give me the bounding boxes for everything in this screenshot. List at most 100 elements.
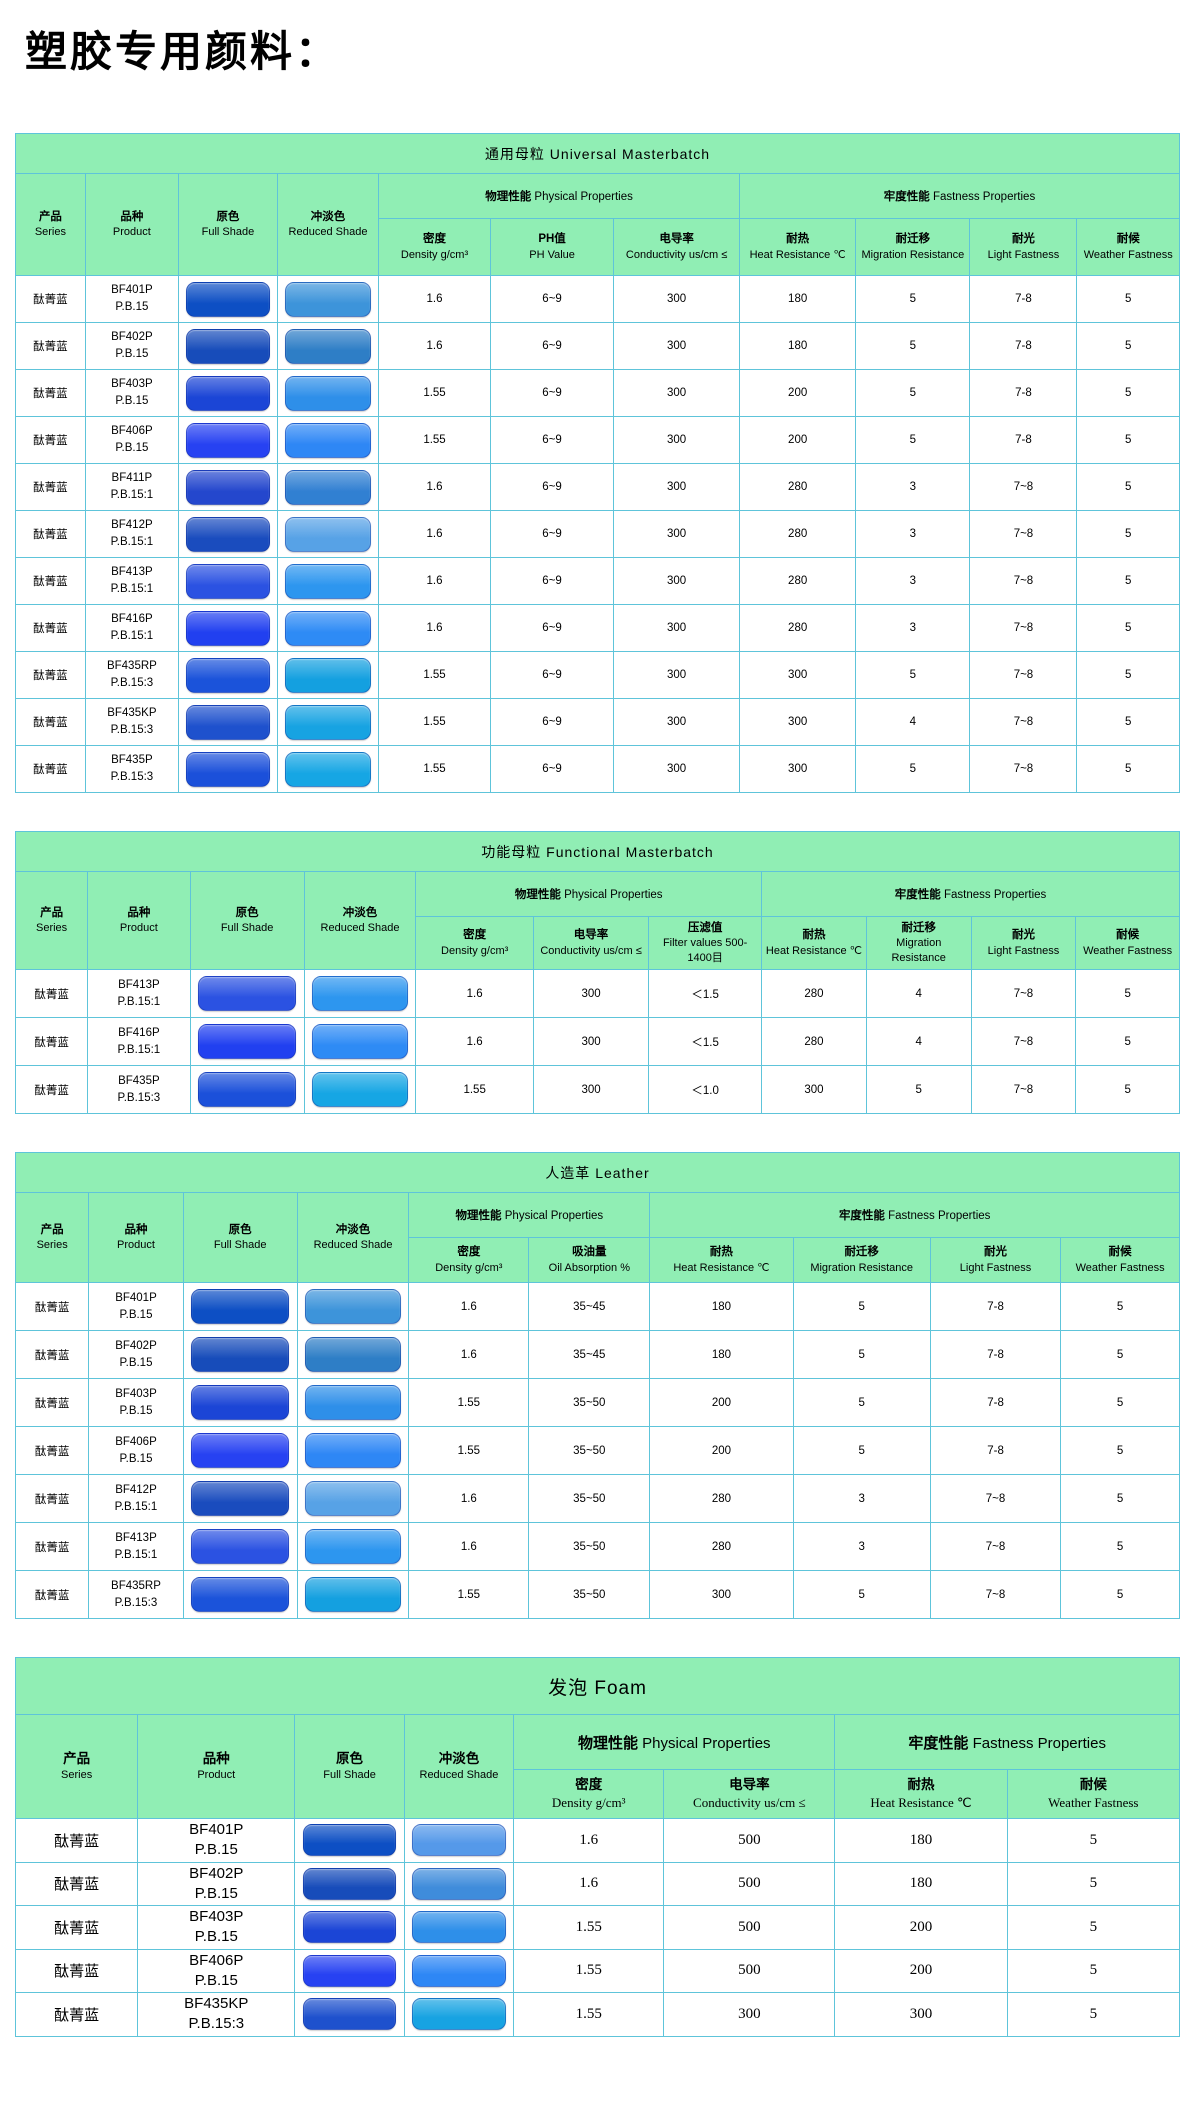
cell-value: 1.55 — [408, 1426, 530, 1475]
header-label-en: Full Shade — [220, 922, 274, 935]
product-color-index: P.B.15:1 — [110, 583, 154, 595]
full-shade-swatch — [198, 976, 297, 1011]
header-label-cn: 耐光 — [1011, 233, 1035, 246]
cell-value: 300 — [613, 369, 740, 417]
full-shade-swatch — [185, 657, 271, 693]
cell-value: 4 — [865, 1017, 972, 1066]
cell-value: 280 — [738, 510, 857, 558]
cell-product: BF402P P.B.15 — [88, 1330, 184, 1379]
cell-value: 180 — [649, 1282, 794, 1331]
cell-value: 1.6 — [415, 1017, 534, 1066]
header-label-en: Conductivity us/cm ≤ — [625, 248, 728, 261]
cell-value: 200 — [834, 1905, 1008, 1950]
cell-series: 酞菁蓝 — [14, 1474, 90, 1523]
reduced-shade-swatch — [284, 328, 372, 364]
cell-value: 1.55 — [513, 1948, 665, 1993]
product-name: BF403P — [111, 378, 153, 391]
cell-product: BF416P P.B.15:1 — [84, 604, 179, 652]
cell-value: 6~9 — [489, 651, 615, 699]
table-row: 酞菁蓝 BF402P P.B.15 1.6 6~9 300 180 5 7-8 5 — [15, 322, 1180, 370]
cell-value: 200 — [738, 416, 857, 464]
cell-value: 7~8 — [970, 1017, 1077, 1066]
cell-value: 5 — [1006, 1818, 1181, 1863]
table-row: 酞菁蓝 BF416P P.B.15:1 1.6 300 ＜1.5 280 4 7~8 5 — [14, 1017, 1180, 1066]
header-label-en: Heat Resistance ℃ — [749, 248, 846, 261]
col-header-full-shade: 原色 Full Shade — [189, 871, 305, 970]
sub-header: 耐光 Light Fastness — [929, 1237, 1062, 1283]
cell-value: 180 — [834, 1861, 1008, 1906]
cell-value: 1.6 — [408, 1474, 530, 1523]
cell-value: 7~8 — [969, 604, 1078, 652]
cell-reduced-shade — [296, 1282, 410, 1331]
cell-product: BF435RP P.B.15:3 — [84, 651, 179, 699]
table-title-foam: 发泡 Foam — [15, 1657, 1180, 1715]
cell-value: 200 — [649, 1426, 794, 1475]
product-color-index: P.B.15:1 — [110, 630, 154, 642]
table-row: 酞菁蓝 BF435KP P.B.15:3 1.55 300 300 5 — [14, 1992, 1181, 2037]
product-color-index: P.B.15 — [194, 1928, 238, 1946]
cell-value: 35~45 — [528, 1282, 651, 1331]
header-label-en: Reduced Shade — [313, 1239, 393, 1252]
cell-value: 6~9 — [489, 322, 615, 370]
header-label-cn: 耐候 — [1108, 1246, 1132, 1259]
cell-full-shade — [189, 969, 305, 1018]
sub-header: 耐候 Weather Fastness — [1076, 218, 1180, 276]
header-label-en: Density g/cm³ — [441, 944, 509, 957]
cell-value: 7-8 — [929, 1426, 1062, 1475]
header-label-cn: 密度 — [463, 929, 487, 942]
product-color-index: P.B.15:3 — [110, 724, 154, 736]
product-name: BF403P — [115, 1387, 157, 1400]
group-label-cn: 物理性能 — [485, 191, 532, 203]
table-universal: 通用母粒 Universal Masterbatch 产品 Series 品种 Prod… — [15, 133, 1181, 793]
full-shade-swatch — [191, 1481, 290, 1516]
header-label-en: Product — [119, 922, 158, 935]
cell-reduced-shade — [403, 1905, 515, 1950]
cell-reduced-shade — [296, 1378, 410, 1427]
product-color-index: P.B.15 — [115, 348, 149, 360]
cell-product: BF435P P.B.15:3 — [84, 745, 179, 793]
table-row: 酞菁蓝 BF403P P.B.15 1.55 6~9 300 200 5 7-8 5 — [15, 369, 1180, 417]
product-color-index: P.B.15 — [194, 1971, 238, 1989]
header-label-en: Full Shade — [213, 1239, 267, 1252]
table-leather: 人造革 Leather 产品 Series 品种 Product 原色 Full Shade… — [14, 1152, 1180, 1619]
cell-value: 5 — [855, 369, 971, 417]
cell-reduced-shade — [276, 322, 380, 370]
cell-value: 5 — [1076, 275, 1180, 323]
cell-full-shade — [182, 1282, 298, 1331]
sub-header: 吸油量 Oil Absorption % — [528, 1237, 651, 1283]
header-label-en: Filter values 500-1400目 — [662, 937, 748, 964]
group-label-en: Physical Properties — [564, 889, 663, 901]
cell-value: 180 — [649, 1330, 794, 1379]
sub-header: 密度 Density g/cm³ — [408, 1237, 530, 1283]
product-color-index: P.B.15 — [194, 1841, 238, 1859]
cell-value: 5 — [792, 1378, 931, 1427]
product-color-index: P.B.15:1 — [114, 1500, 158, 1513]
full-shade-swatch — [191, 1433, 290, 1468]
cell-value: 1.6 — [415, 969, 534, 1018]
cell-series: 酞菁蓝 — [15, 369, 86, 417]
reduced-shade-swatch — [284, 657, 372, 693]
cell-value: 5 — [792, 1570, 931, 1619]
cell-value: 5 — [1076, 322, 1180, 370]
cell-value: 5 — [1060, 1522, 1180, 1571]
product-name: BF401P — [115, 1291, 157, 1304]
cell-value: 6~9 — [489, 745, 615, 793]
cell-series: 酞菁蓝 — [14, 1861, 139, 1906]
table-row: 酞菁蓝 BF402P P.B.15 1.6 500 180 5 — [14, 1861, 1181, 1906]
group-label-en: Fastness Properties — [888, 1210, 991, 1222]
product-name: BF406P — [189, 1951, 244, 1969]
full-shade-swatch — [185, 328, 271, 364]
sub-header: PH值 PH Value — [489, 218, 615, 276]
header-label-cn: 密度 — [457, 1246, 481, 1259]
cell-product: BF403P P.B.15 — [88, 1378, 184, 1427]
col-header-reduced-shade: 冲淡色 Reduced Shade — [403, 1714, 515, 1819]
cell-value: 5 — [1006, 1861, 1181, 1906]
header-label-cn: 耐候 — [1079, 1777, 1107, 1793]
cell-reduced-shade — [276, 745, 380, 793]
group-label-en: Fastness Properties — [944, 889, 1047, 901]
cell-series: 酞菁蓝 — [15, 416, 86, 464]
product-name: BF435P — [111, 754, 153, 767]
header-label-en: Product — [117, 1239, 155, 1252]
cell-product: BF435KP P.B.15:3 — [84, 698, 179, 746]
